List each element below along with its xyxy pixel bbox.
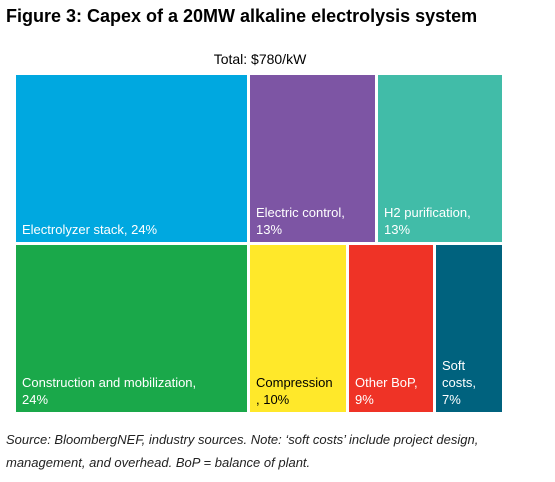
tile-rect-soft-costs-7 — [436, 245, 502, 412]
tile-rect-construction-and-mobilization-24 — [16, 245, 247, 412]
tile-rect-electrolyzer-stack-24 — [16, 75, 247, 242]
tile-soft-costs-7: Soft costs, 7% — [436, 245, 502, 412]
tile-rect-compression-10 — [250, 245, 346, 412]
tile-label-other-bop-9: Other BoP, 9% — [355, 375, 418, 407]
tile-label-electrolyzer-stack-24: Electrolyzer stack, 24% — [22, 222, 158, 237]
tile-label-soft-costs-7: Soft costs, 7% — [442, 358, 476, 407]
tile-rect-h2-purification-13 — [378, 75, 502, 242]
tile-h2-purification-13: H2 purification, 13% — [378, 75, 502, 242]
tile-electric-control-13: Electric control, 13% — [250, 75, 375, 242]
chart-total-label: Total: $780/kW — [213, 51, 307, 67]
figure-title: Figure 3: Capex of a 20MW alkaline elect… — [6, 6, 478, 26]
tile-electrolyzer-stack-24: Electrolyzer stack, 24% — [16, 75, 247, 242]
tile-construction-and-mobilization-24: Construction and mobilization, 24% — [16, 245, 247, 412]
tile-rect-electric-control-13 — [250, 75, 375, 242]
tile-label-construction-and-mobilization-24: Construction and mobilization, 24% — [22, 375, 196, 407]
tile-rect-other-bop-9 — [349, 245, 433, 412]
tile-label-electric-control-13: Electric control, 13% — [256, 205, 345, 237]
tile-other-bop-9: Other BoP, 9% — [349, 245, 433, 412]
tile-label-h2-purification-13: H2 purification, 13% — [384, 205, 471, 237]
tile-label-compression-10: Compression, 10% — [256, 375, 333, 407]
source-note: Source: BloombergNEF, industry sources. … — [6, 432, 479, 470]
treemap-chart: Electrolyzer stack, 24% Electric control,… — [16, 75, 502, 412]
tile-compression-10: Compression, 10% — [250, 245, 346, 412]
